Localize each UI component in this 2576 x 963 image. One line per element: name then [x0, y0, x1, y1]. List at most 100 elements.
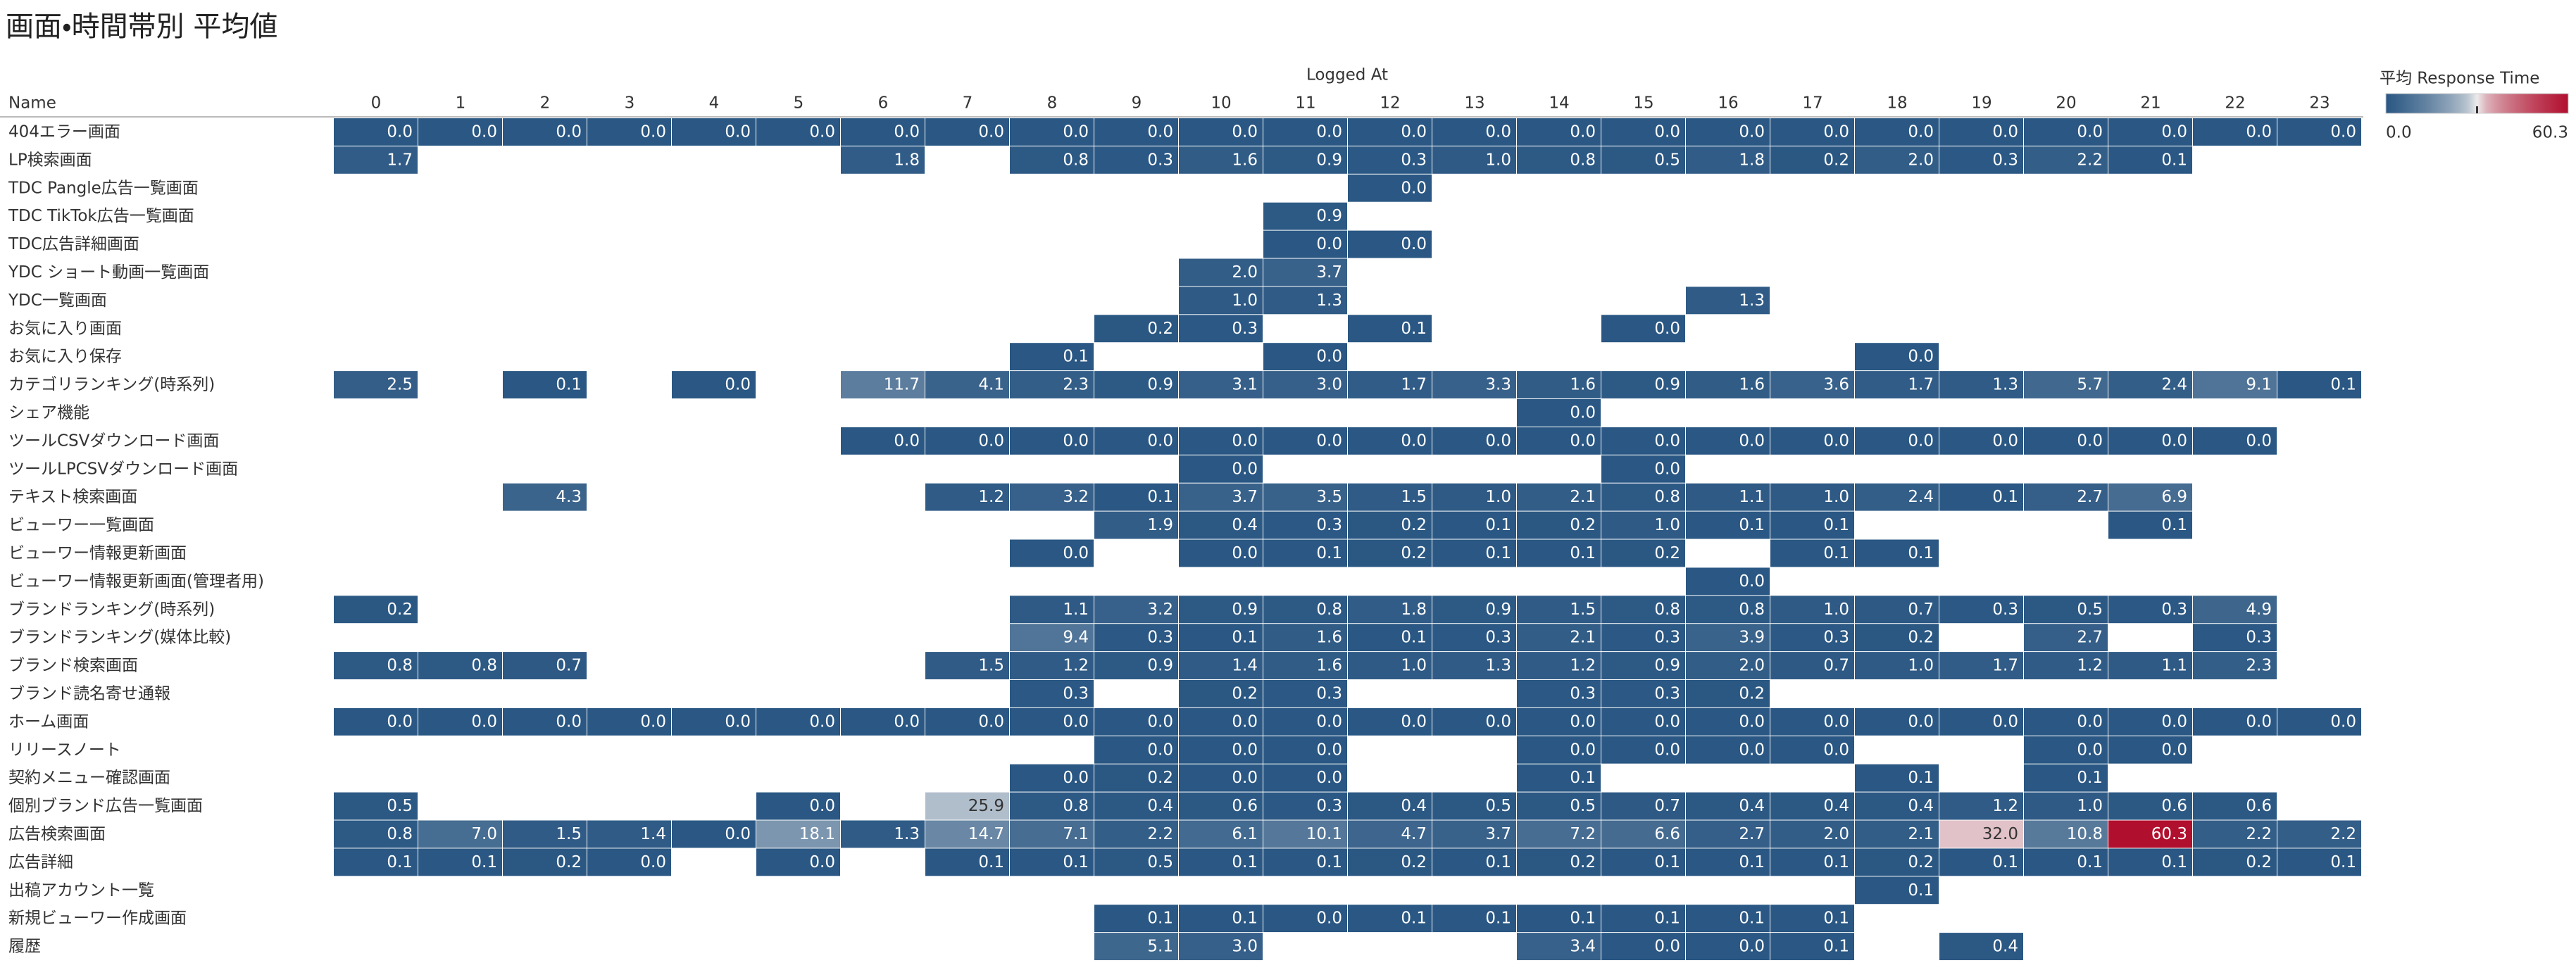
cell-label: 2.0	[1908, 151, 1934, 169]
heat-cell	[2024, 483, 2108, 511]
legend-min-label: 0.0	[2386, 124, 2412, 142]
cell-label: 5.1	[1147, 938, 1173, 956]
cell-label: 0.0	[1401, 122, 1427, 141]
cell-label: 0.1	[1908, 544, 1934, 562]
heat-cell	[1770, 146, 1854, 174]
cell-label: 1.0	[1485, 488, 1511, 506]
x-tick-label: 23	[2309, 94, 2330, 113]
cell-label: 0.1	[1485, 910, 1511, 928]
heat-cell	[1686, 118, 1770, 146]
cell-label: 0.0	[471, 122, 497, 141]
heat-cell	[2277, 371, 2361, 398]
heat-cell	[1179, 624, 1263, 652]
heat-cell	[756, 707, 840, 736]
heat-cell	[1348, 371, 1432, 398]
cell-label: 0.2	[556, 853, 582, 871]
cell-label: 6.1	[1232, 825, 1258, 843]
heat-cell	[1094, 848, 1178, 876]
cell-label: 2.2	[2246, 825, 2272, 843]
heat-cell	[1686, 652, 1770, 679]
cell-label: 0.0	[1316, 122, 1342, 141]
heat-cell	[587, 820, 671, 848]
heat-cell	[1432, 820, 1516, 848]
cell-label: 3.9	[1739, 629, 1765, 647]
cell-label: 0.0	[1063, 432, 1089, 450]
cell-label: 0.0	[1992, 432, 2018, 450]
y-tick-label: お気に入り画面	[8, 320, 122, 338]
heat-cell	[1094, 427, 1178, 455]
cell-label: 0.0	[725, 712, 751, 731]
heat-cell	[1601, 624, 1685, 652]
heat-cell	[1263, 287, 1347, 315]
heat-cell	[418, 820, 502, 848]
cell-label: 0.9	[1147, 657, 1173, 675]
cell-label: 2.4	[2161, 376, 2187, 394]
heat-cell	[1855, 343, 1939, 371]
cell-label: 0.0	[1570, 403, 1596, 422]
heat-cell	[1432, 707, 1516, 736]
heat-cell	[1432, 624, 1516, 652]
heat-cell	[1770, 596, 1854, 624]
cell-label: 0.2	[2246, 853, 2272, 871]
cell-label: 0.1	[1147, 910, 1173, 928]
heat-cell	[2277, 118, 2361, 146]
cell-label: 0.8	[1063, 797, 1089, 815]
cell-label: 0.7	[1908, 600, 1934, 619]
cell-label: 2.1	[1570, 629, 1596, 647]
heat-cell	[1855, 707, 1939, 736]
cell-label: 0.1	[1316, 544, 1342, 562]
x-tick-label: 12	[1380, 94, 1400, 113]
heat-cell	[2108, 427, 2192, 455]
cell-label: 10.8	[2067, 825, 2103, 843]
cell-label: 0.3	[1992, 151, 2018, 169]
heat-cell	[1517, 736, 1601, 764]
heat-cell	[2108, 483, 2192, 511]
cell-label: 0.0	[1570, 432, 1596, 450]
cell-label: 0.1	[1485, 544, 1511, 562]
cell-label: 1.9	[1147, 516, 1173, 534]
heat-cell	[1094, 371, 1178, 398]
cell-label: 1.6	[1316, 629, 1342, 647]
heat-cell	[1686, 427, 1770, 455]
cell-label: 3.1	[1232, 376, 1258, 394]
heat-cell	[1517, 792, 1601, 820]
heat-cell	[1601, 539, 1685, 567]
cell-label: 0.0	[1739, 122, 1765, 141]
heat-cell	[1010, 539, 1094, 567]
cell-label: 0.1	[387, 853, 413, 871]
cell-label: 0.0	[1232, 712, 1258, 731]
cell-label: 1.0	[1654, 516, 1680, 534]
heat-cell	[503, 483, 587, 511]
y-tick-label: 履歴	[8, 938, 41, 956]
heat-cell	[1939, 848, 2023, 876]
cell-label: 0.0	[1063, 769, 1089, 787]
x-tick-label: 3	[625, 94, 635, 113]
y-tick-label: ツールLPCSVダウンロード画面	[8, 460, 238, 478]
heat-cell	[1263, 427, 1347, 455]
cell-label: 1.3	[1992, 376, 2018, 394]
cell-label: 0.1	[1654, 910, 1680, 928]
heat-cell	[418, 707, 502, 736]
heat-cell	[2193, 652, 2277, 679]
heat-cell	[2108, 707, 2192, 736]
y-tick-label: テキスト検索画面	[8, 488, 137, 506]
cell-label: 0.6	[2246, 797, 2272, 815]
heat-cell	[1179, 146, 1263, 174]
cell-label: 0.2	[1908, 629, 1934, 647]
cell-label: 0.4	[1232, 516, 1258, 534]
cell-label: 0.3	[1654, 684, 1680, 703]
y-tick-label: 広告検索画面	[8, 825, 106, 843]
cell-label: 3.7	[1485, 825, 1511, 843]
cell-label: 18.1	[799, 825, 835, 843]
heat-cell	[1348, 848, 1432, 876]
cell-label: 0.8	[387, 657, 413, 675]
cell-label: 6.6	[1654, 825, 1680, 843]
heat-cell	[2193, 624, 2277, 652]
heat-cell	[1517, 146, 1601, 174]
heat-cell	[1263, 511, 1347, 539]
cell-label: 0.0	[1570, 712, 1596, 731]
heat-cell	[1179, 427, 1263, 455]
x-tick-label: 18	[1887, 94, 1907, 113]
cell-label: 0.1	[2077, 853, 2103, 871]
heat-cell	[1348, 792, 1432, 820]
